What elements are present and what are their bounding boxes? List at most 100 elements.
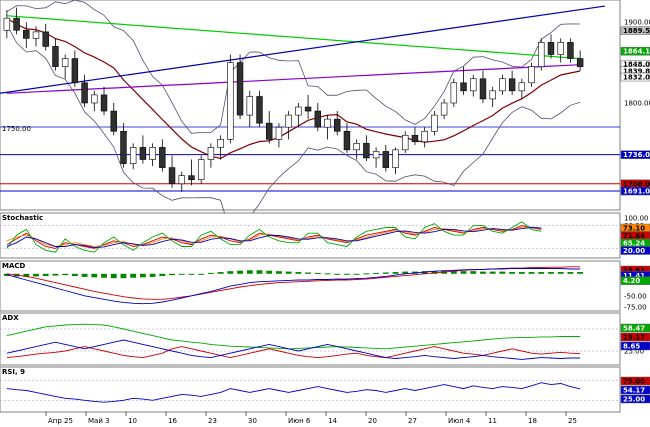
x-tick-2: 10 [128,417,137,425]
candle-36 [353,139,360,160]
x-tick-8: 20 [368,417,377,425]
candle-37 [363,135,370,162]
stochastic-lines [6,221,542,253]
stochastic-title: Stochastic [2,214,43,222]
level-tag-0: 1736.00 [620,150,650,159]
macd-bar-48 [470,271,477,274]
macd-bar-3 [33,273,39,277]
candle-body-33 [324,118,331,128]
adx-pane-bg [0,312,621,366]
candle-34 [334,111,341,136]
candle-19 [188,159,195,186]
macd-bar-8 [81,273,88,277]
candle-body-5 [52,46,59,67]
candle-53 [518,78,526,99]
price-pane[interactable]: 1900.00 1800.00 1736.00 1700.001691.00 1889… [0,0,650,233]
price-tag-4: 1832.09 [620,72,650,82]
macd-bar-43 [421,271,428,274]
macd-bar-33 [324,273,331,275]
rsi-tag-1-box [620,385,650,395]
price-y-tick-1: 1800.00 [624,99,650,107]
rsi-tag-0-label: 75.00 [623,378,645,386]
candle-body-21 [207,147,215,160]
candle-body-46 [450,82,458,104]
rsi-grid [0,380,620,401]
adx-tag-1-box [620,332,650,342]
moving-average-long [6,15,581,60]
candle-55 [538,38,545,71]
candle-body-36 [353,143,360,151]
adx-tag-1: 19.17 [620,332,650,342]
price-tag-2-label: 1848.00 [623,61,650,69]
price-tag-1-label: 1864.10 [623,48,650,56]
candle-24 [236,54,244,120]
macd-tag-0-label: 15.61 [623,267,645,275]
level-tag-1-label: 1700.00 [623,180,650,188]
candle-9 [91,90,98,112]
candle-body-52 [508,78,516,92]
candle-48 [470,74,477,97]
macd-pane-bg [0,260,621,312]
adx-tag-0-box [620,323,650,333]
candle-body-40 [392,149,399,168]
x-tick-1: Май 3 [88,417,110,425]
candle-23 [227,54,234,144]
x-tick-7: 14 [328,417,337,425]
level-tag-0-box [620,150,650,159]
candle-5 [52,38,59,71]
candle-body-16 [159,147,166,168]
adx-tag-2-label: 8.65 [623,343,640,351]
adx-title: ADX [2,314,19,322]
candle-body-45 [440,102,448,116]
candle-body-12 [120,130,127,164]
macd-bar-18 [178,273,185,275]
macd-bar-46 [450,270,457,274]
candle-body-38 [372,151,380,159]
macd-bar-56 [548,272,554,274]
candle-59 [576,50,584,71]
candle-35 [343,123,351,154]
candle-body-29 [285,114,292,128]
candle-32 [314,102,322,132]
rsi-pane-bg [0,366,621,413]
rsi-tag-2-label: 25.00 [623,396,645,404]
x-axis: Апр 25 Май 3 10 16 23 30 Июн 6 14 20 27 Июл 4 11 18 2… [45,412,577,425]
candle-30 [295,102,302,128]
candle-body-27 [265,122,273,140]
candle-22 [217,135,224,160]
candle-body-10 [100,94,108,112]
candle-47 [460,66,467,95]
candle-body-43 [421,130,428,143]
candle-body-53 [518,82,526,92]
stochastic-pane-bg [0,212,621,259]
candle-13 [129,143,137,170]
candle-15 [149,143,156,166]
price-tag-0-box [620,26,650,35]
candle-body-56 [547,42,555,55]
price-y-tick-0: 1900.00 [624,19,650,27]
candle-body-50 [489,90,496,100]
candle-body-14 [139,147,147,160]
macd-bar-11 [110,273,117,279]
macd-bar-58 [567,272,574,274]
stochastic-pane[interactable]: Stochastic 100.0080.0020.00 73.1071.6465… [0,212,650,259]
macd-bar-19 [188,273,195,275]
candle-body-15 [149,147,156,160]
candle-10 [100,86,108,116]
candle-body-13 [129,147,137,164]
macd-bar-29 [285,271,292,274]
macd-bar-14 [139,273,146,278]
candle-42 [411,127,419,145]
x-tick-10: Июл 4 [448,417,471,425]
macd-bar-12 [120,273,127,279]
candle-57 [557,38,564,63]
candle-body-58 [567,42,574,59]
candle-38 [372,147,380,168]
candle-body-41 [402,134,409,151]
macd-bar-13 [130,273,137,278]
candle-31 [304,94,312,120]
